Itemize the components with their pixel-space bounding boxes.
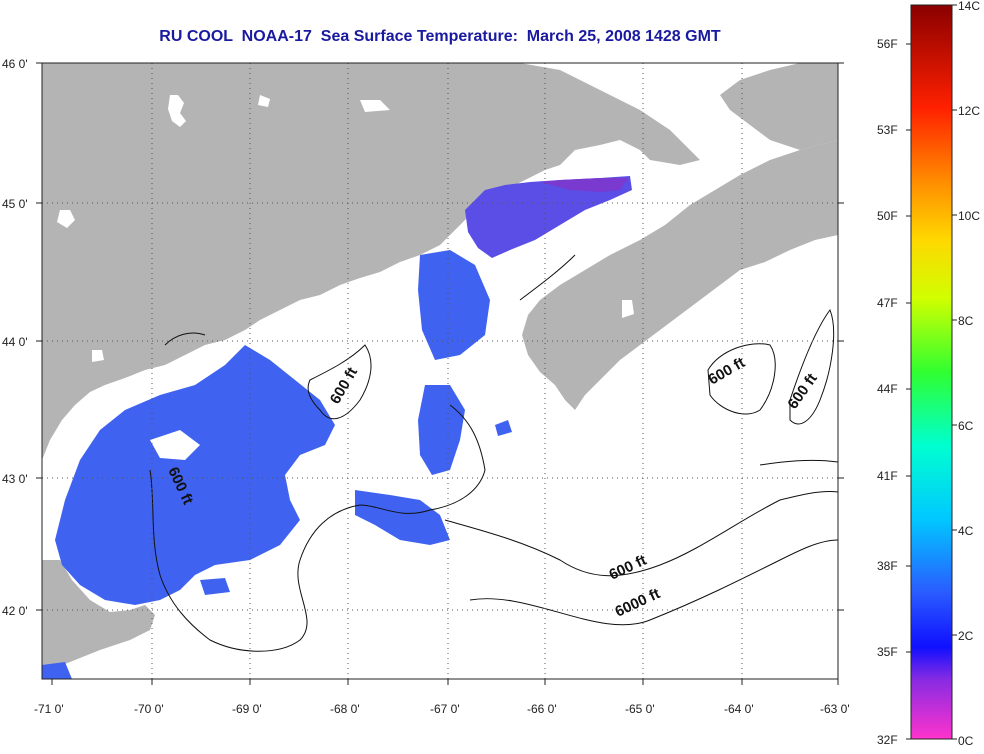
lat-label-45: 45 0'	[2, 197, 28, 211]
lake-6	[360, 100, 390, 112]
lake-2	[258, 95, 270, 107]
land-cape-breton	[720, 63, 838, 150]
cb-f-44: 44F	[877, 382, 898, 396]
cb-f-47: 47F	[877, 296, 898, 310]
lon-label-70: -70 0'	[134, 702, 164, 716]
cb-c-0: 0C	[958, 734, 974, 748]
nodata-gap-1	[150, 430, 200, 460]
sst-fundy-cold	[540, 178, 628, 192]
bathymetry-contours	[149, 254, 838, 652]
cb-f-32: 32F	[877, 733, 898, 747]
cb-c-14: 14C	[958, 0, 980, 13]
land-mainland	[42, 63, 700, 460]
lake-1	[168, 95, 186, 127]
cb-f-53: 53F	[877, 123, 898, 137]
colorbar-gradient	[910, 4, 953, 740]
lake-5	[622, 300, 634, 318]
cb-c-2: 2C	[958, 629, 974, 643]
land-nova-scotia	[522, 140, 838, 410]
map-frame	[41, 62, 839, 680]
lon-label-67: -67 0'	[430, 702, 460, 716]
cb-c-4: 4C	[958, 524, 974, 538]
lat-label-42: 42 0'	[2, 604, 28, 618]
land-cape-cod	[42, 560, 155, 670]
axis-ticks	[36, 62, 844, 685]
cb-c-6: 6C	[958, 419, 974, 433]
lon-label-69: -69 0'	[232, 702, 262, 716]
lake-3	[57, 210, 75, 228]
lon-label-64: -64 0'	[724, 702, 754, 716]
cb-f-56: 56F	[877, 37, 898, 51]
lon-label-63: -63 0'	[820, 702, 850, 716]
sst-central-patch	[418, 250, 490, 360]
sst-western-gulf	[55, 345, 335, 605]
sst-small-patch-1	[200, 578, 230, 595]
lon-label-71: -71 0'	[34, 702, 64, 716]
cb-f-50: 50F	[877, 209, 898, 223]
cb-c-12: 12C	[958, 104, 980, 118]
cb-f-35: 35F	[877, 645, 898, 659]
cb-f-41: 41F	[877, 469, 898, 483]
lake-4	[92, 350, 104, 362]
lat-label-46: 46 0'	[2, 57, 28, 71]
cb-c-8: 8C	[958, 314, 974, 328]
lat-label-44: 44 0'	[2, 335, 28, 349]
map-title: RU COOL NOAA-17 Sea Surface Temperature:…	[159, 28, 721, 45]
sst-small-patch-3	[42, 662, 72, 679]
sst-small-patch-2	[495, 420, 512, 436]
lon-label-66: -66 0'	[527, 702, 557, 716]
lat-label-43: 43 0'	[2, 472, 28, 486]
lon-label-68: -68 0'	[330, 702, 360, 716]
lon-label-65: -65 0'	[625, 702, 655, 716]
cb-f-38: 38F	[877, 559, 898, 573]
colorbar: 14C 12C 10C 8C 6C 4C 2C 0C 56F 53F 50F 4…	[877, 0, 980, 748]
sst-bay-of-fundy	[465, 176, 632, 258]
sst-georges	[355, 490, 450, 545]
cb-c-10: 10C	[958, 209, 980, 223]
